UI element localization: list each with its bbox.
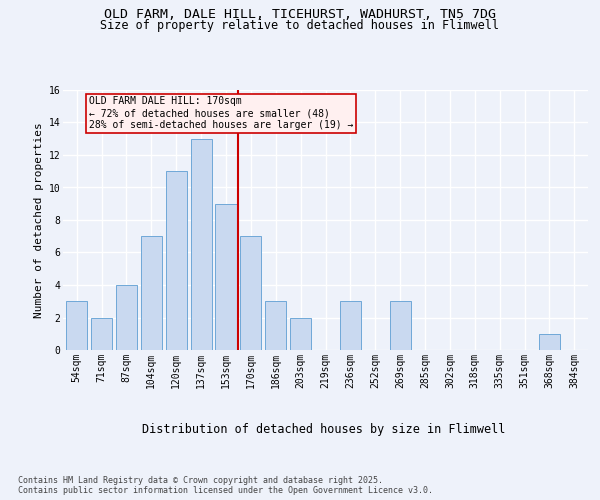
Text: Size of property relative to detached houses in Flimwell: Size of property relative to detached ho… — [101, 19, 499, 32]
Y-axis label: Number of detached properties: Number of detached properties — [34, 122, 44, 318]
Text: OLD FARM, DALE HILL, TICEHURST, WADHURST, TN5 7DG: OLD FARM, DALE HILL, TICEHURST, WADHURST… — [104, 8, 496, 20]
Text: Contains HM Land Registry data © Crown copyright and database right 2025.
Contai: Contains HM Land Registry data © Crown c… — [18, 476, 433, 495]
Bar — [340, 301, 361, 350]
Bar — [389, 301, 411, 350]
Text: Distribution of detached houses by size in Flimwell: Distribution of detached houses by size … — [142, 422, 506, 436]
Text: OLD FARM DALE HILL: 170sqm
← 72% of detached houses are smaller (48)
28% of semi: OLD FARM DALE HILL: 170sqm ← 72% of deta… — [89, 96, 353, 130]
Bar — [215, 204, 236, 350]
Bar — [240, 236, 262, 350]
Bar — [141, 236, 162, 350]
Bar — [91, 318, 112, 350]
Bar — [191, 138, 212, 350]
Bar — [265, 301, 286, 350]
Bar — [66, 301, 87, 350]
Bar — [116, 285, 137, 350]
Bar — [166, 171, 187, 350]
Bar — [539, 334, 560, 350]
Bar — [290, 318, 311, 350]
